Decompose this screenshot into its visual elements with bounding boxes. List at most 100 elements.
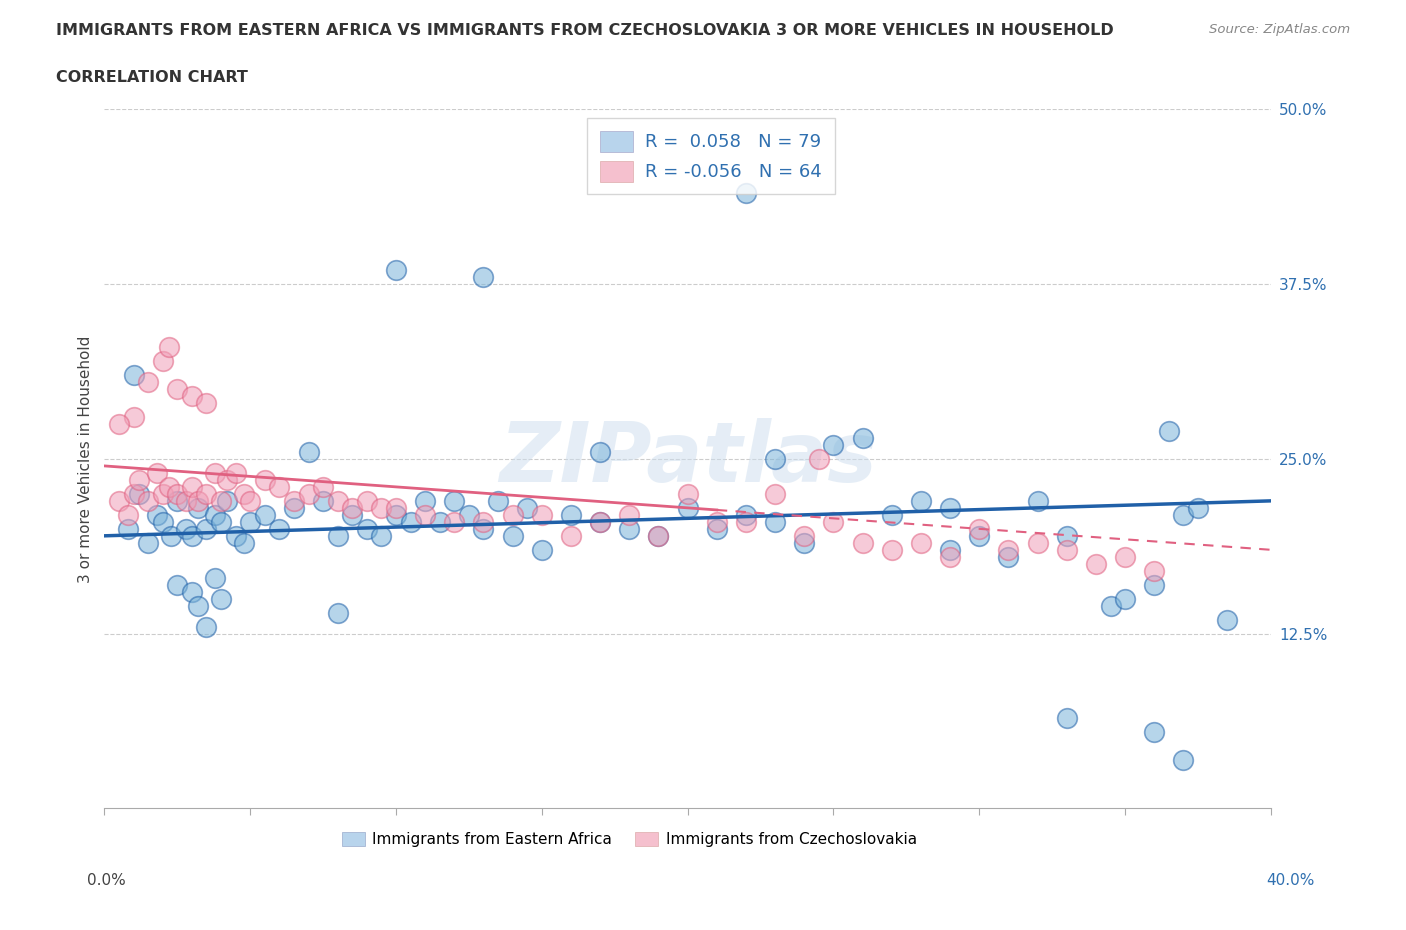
Point (233, 486, 256, 501)
Point (146, 465, 169, 480)
Point (1056, 528, 1078, 543)
Point (122, 486, 145, 501)
Point (385, 508, 408, 523)
Point (852, 431, 875, 445)
Point (187, 598, 209, 613)
Point (136, 536, 159, 551)
Point (735, 508, 758, 523)
Legend: Immigrants from Eastern Africa, Immigrants from Czechoslovakia: Immigrants from Eastern Africa, Immigran… (336, 826, 922, 854)
Point (166, 381, 188, 396)
Point (180, 584, 202, 599)
Point (283, 500, 305, 515)
Point (195, 395, 218, 410)
Point (676, 500, 699, 515)
Point (413, 494, 436, 509)
Point (204, 570, 226, 585)
Point (326, 605, 349, 620)
Point (342, 500, 364, 515)
Point (356, 494, 378, 509)
Point (880, 508, 903, 523)
Point (647, 528, 669, 543)
Point (1056, 542, 1078, 557)
Point (1099, 598, 1122, 613)
Point (706, 522, 728, 537)
Point (1216, 612, 1239, 627)
Point (1143, 578, 1166, 592)
Point (117, 508, 139, 523)
Point (128, 472, 150, 487)
Point (486, 494, 509, 509)
Point (763, 514, 786, 529)
Point (195, 522, 218, 537)
Point (152, 514, 174, 529)
Point (225, 465, 247, 480)
Point (647, 528, 669, 543)
Point (253, 508, 276, 523)
Point (1143, 724, 1166, 739)
Text: CORRELATION CHART: CORRELATION CHART (56, 70, 247, 85)
Point (1114, 591, 1136, 606)
Point (215, 472, 238, 487)
Point (204, 508, 226, 523)
Point (793, 528, 815, 543)
Y-axis label: 3 or more Vehicles in Household: 3 or more Vehicles in Household (79, 335, 93, 582)
Point (502, 508, 524, 523)
Point (157, 480, 180, 495)
Text: 0.0%: 0.0% (87, 873, 127, 888)
Point (370, 500, 392, 515)
Point (516, 500, 538, 515)
Point (1026, 536, 1049, 551)
Point (326, 494, 349, 509)
Point (180, 480, 202, 495)
Point (458, 508, 481, 523)
Point (253, 472, 276, 487)
Point (326, 528, 349, 543)
Point (823, 437, 845, 452)
Point (180, 389, 202, 404)
Point (122, 409, 145, 424)
Text: 40.0%: 40.0% (1267, 873, 1315, 888)
Point (385, 262, 408, 277)
Point (122, 367, 145, 382)
Point (676, 486, 699, 501)
Point (342, 508, 364, 523)
Point (589, 514, 612, 529)
Point (560, 508, 582, 523)
Text: IMMIGRANTS FROM EASTERN AFRICA VS IMMIGRANTS FROM CZECHOSLOVAKIA 3 OR MORE VEHIC: IMMIGRANTS FROM EASTERN AFRICA VS IMMIGR… (56, 23, 1114, 38)
Point (157, 339, 180, 354)
Point (160, 528, 183, 543)
Point (967, 528, 990, 543)
Point (269, 480, 291, 495)
Point (706, 514, 728, 529)
Point (530, 542, 553, 557)
Point (1173, 508, 1195, 523)
Point (356, 522, 378, 537)
Point (1173, 752, 1195, 767)
Point (195, 619, 218, 634)
Point (1026, 494, 1049, 509)
Point (209, 591, 232, 606)
Point (939, 542, 962, 557)
Point (152, 353, 174, 368)
Point (763, 451, 786, 466)
Point (560, 528, 582, 543)
Point (1187, 500, 1209, 515)
Point (880, 542, 903, 557)
Point (233, 536, 256, 551)
Point (735, 514, 758, 529)
Point (166, 494, 188, 509)
Point (939, 500, 962, 515)
Point (502, 528, 524, 543)
Point (807, 451, 830, 466)
Point (472, 514, 495, 529)
Text: ZIPatlas: ZIPatlas (499, 418, 876, 499)
Point (589, 514, 612, 529)
Point (1056, 711, 1078, 725)
Point (166, 578, 188, 592)
Point (136, 375, 159, 390)
Point (997, 542, 1019, 557)
Point (910, 494, 932, 509)
Text: Source: ZipAtlas.com: Source: ZipAtlas.com (1209, 23, 1350, 36)
Point (239, 514, 262, 529)
Point (443, 494, 465, 509)
